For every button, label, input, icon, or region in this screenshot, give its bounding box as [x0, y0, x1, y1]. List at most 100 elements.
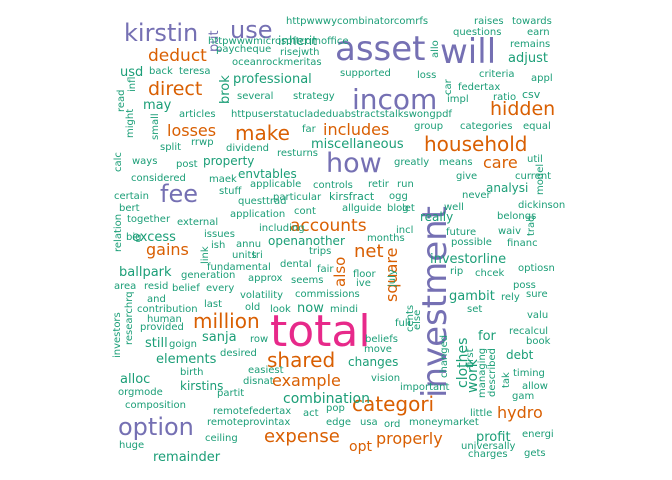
cloud-word-126: fair [317, 264, 334, 275]
cloud-word-62: httpuserstatucladeduabstractstalkswongpd… [231, 109, 452, 120]
cloud-word-168: move [364, 344, 392, 355]
cloud-word-56: strategy [293, 91, 335, 102]
cloud-word-102: cont [294, 206, 316, 217]
cloud-word-178: disnat [243, 376, 274, 387]
cloud-word-115: issues [204, 229, 235, 240]
cloud-word-113: months [367, 233, 405, 244]
cloud-word-46: back [149, 66, 173, 77]
cloud-word-74: means [439, 157, 473, 168]
cloud-word-191: edge [326, 417, 351, 428]
cloud-word-79: envtables [238, 167, 297, 181]
cloud-word-47: teresa [179, 66, 211, 77]
cloud-word-130: optiosn [518, 263, 555, 274]
cloud-word-38: remains [510, 39, 551, 50]
cloud-word-77: post [176, 159, 198, 170]
cloud-word-140: every [206, 283, 235, 294]
cloud-word-25: gains [146, 240, 189, 259]
cloud-word-42: risejwth [280, 47, 320, 58]
cloud-word-220: described [487, 348, 498, 397]
cloud-word-89: certain [114, 191, 149, 202]
cloud-word-163: beliefs [365, 334, 398, 345]
cloud-word-91: particular [273, 192, 322, 203]
cloud-word-12: shared [267, 348, 336, 372]
cloud-word-64: categories [460, 121, 513, 132]
cloud-word-144: and [147, 294, 166, 305]
cloud-word-165: book [526, 336, 551, 347]
cloud-word-85: controls [313, 180, 353, 191]
cloud-word-143: sure [526, 289, 548, 300]
cloud-word-53: appl [531, 73, 553, 84]
cloud-word-40: inherit [278, 34, 317, 48]
cloud-word-179: important [400, 382, 450, 393]
cloud-word-159: recalcul [509, 326, 549, 337]
cloud-word-69: resturns [277, 148, 318, 159]
cloud-word-154: valu [527, 310, 549, 321]
cloud-word-208: relation [113, 213, 124, 252]
cloud-word-131: ballpark [119, 265, 172, 280]
cloud-word-27: properly [376, 429, 443, 448]
cloud-word-33: httpwwwycombinatorcomrfs [286, 16, 429, 27]
cloud-word-99: well [444, 202, 464, 213]
cloud-word-78: maek [209, 174, 237, 185]
cloud-word-222: model [535, 163, 546, 195]
cloud-word-67: miscellaneous [311, 137, 404, 152]
cloud-word-209: investors [112, 312, 123, 358]
cloud-word-21: net [354, 241, 384, 262]
cloud-word-166: elements [156, 352, 217, 367]
cloud-word-124: fundamental [207, 262, 271, 273]
cloud-word-114: big [126, 232, 142, 243]
cloud-word-112: openanother [268, 234, 345, 248]
cloud-word-9: use [230, 16, 273, 44]
cloud-word-156: provided [140, 322, 184, 333]
cloud-word-24: losses [167, 121, 217, 140]
cloud-word-176: orgmode [118, 387, 163, 398]
cloud-word-139: belief [172, 283, 200, 294]
cloud-word-160: goign [169, 339, 197, 350]
cloud-word-32: profit [476, 430, 511, 445]
cloud-word-203: brok [218, 75, 233, 104]
cloud-word-19: expense [264, 426, 340, 447]
cloud-word-75: util [527, 154, 543, 165]
cloud-word-30: also [331, 256, 349, 287]
cloud-word-111: excess [132, 230, 176, 245]
cloud-word-151: now [297, 301, 324, 316]
cloud-word-52: criteria [479, 69, 515, 80]
cloud-word-146: commissions [295, 289, 360, 300]
cloud-word-215: changed [439, 334, 450, 378]
cloud-word-198: remainder [153, 450, 221, 465]
cloud-word-180: allow [522, 381, 548, 392]
cloud-word-20: accounts [290, 216, 367, 236]
cloud-word-86: retir [368, 179, 389, 190]
cloud-word-4: incom [352, 83, 438, 116]
cloud-word-48: infl [127, 76, 138, 92]
cloud-word-172: alloc [120, 372, 151, 387]
cloud-word-14: household [424, 132, 528, 156]
cloud-word-193: ord [384, 419, 401, 430]
cloud-word-37: earn [527, 27, 550, 38]
cloud-word-212: july [387, 269, 398, 287]
cloud-word-65: equal [523, 121, 551, 132]
cloud-word-61: articles [179, 109, 216, 120]
cloud-word-190: remoteprovintax [207, 417, 291, 428]
cloud-word-43: paycheque [216, 44, 272, 55]
cloud-word-148: last [204, 299, 223, 310]
cloud-word-55: several [237, 91, 274, 102]
cloud-word-138: resid [144, 281, 169, 292]
cloud-word-173: easiest [248, 365, 284, 376]
cloud-word-157: sanja [202, 330, 237, 345]
cloud-word-39: adjust [508, 51, 548, 66]
cloud-word-29: care [483, 153, 518, 172]
cloud-word-87: run [397, 179, 414, 190]
cloud-word-145: volatility [240, 290, 284, 301]
cloud-word-3: will [440, 32, 497, 72]
cloud-word-119: annu [236, 239, 262, 250]
cloud-word-189: huge [119, 440, 145, 451]
cloud-word-186: act [303, 408, 319, 419]
cloud-word-127: floor [353, 269, 376, 280]
cloud-word-109: future [446, 227, 477, 238]
cloud-word-60: may [143, 98, 172, 113]
cloud-word-63: group [414, 121, 444, 132]
cloud-word-223: trad [526, 215, 537, 236]
cloud-word-221: tak [501, 372, 512, 388]
cloud-word-35: towards [512, 16, 552, 27]
